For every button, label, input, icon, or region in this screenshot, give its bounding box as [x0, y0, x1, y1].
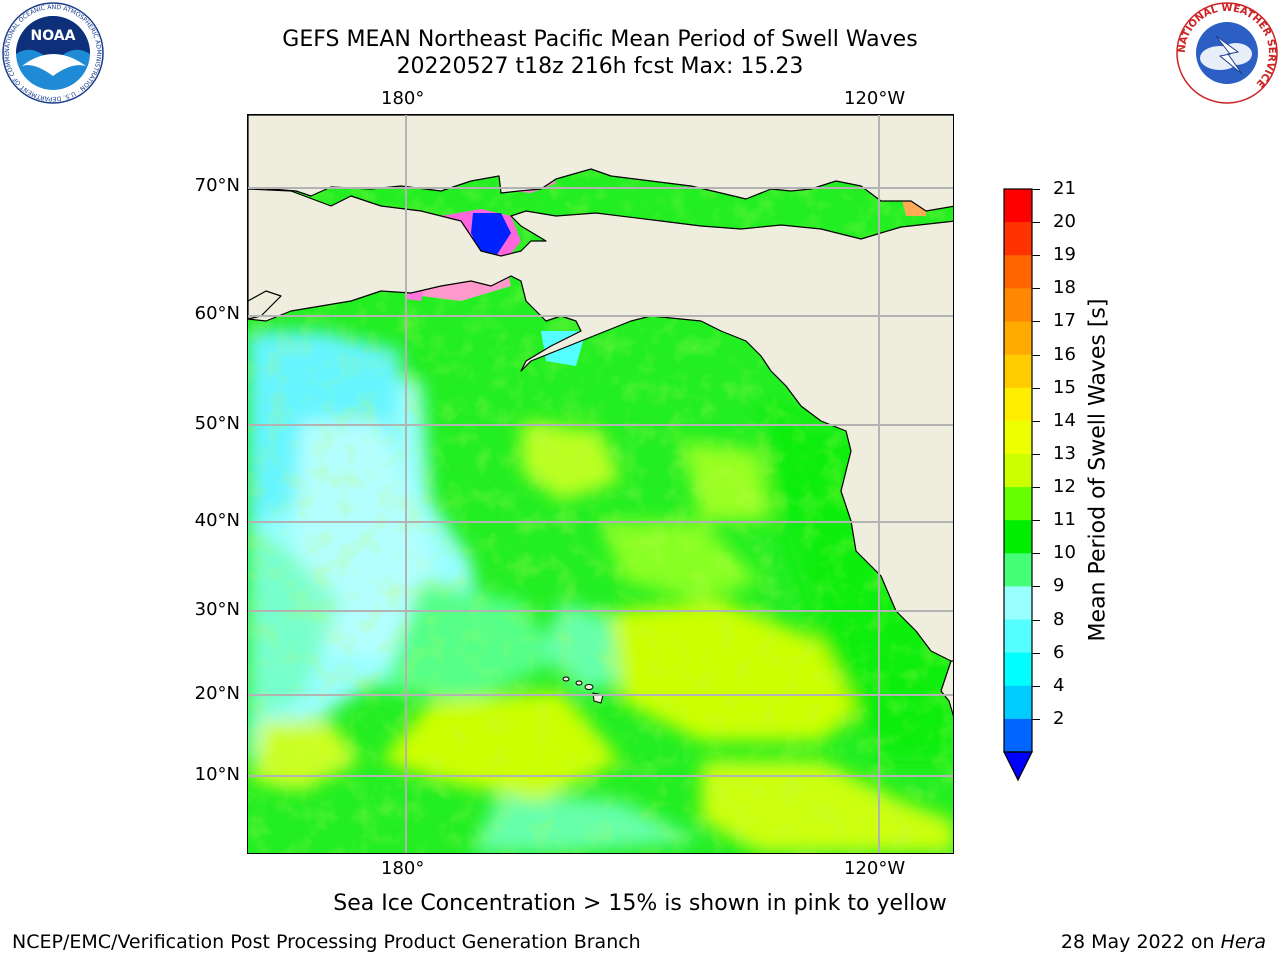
colorbar-tick-mark	[1032, 453, 1040, 455]
colorbar-outline	[1003, 188, 1033, 753]
lat-label-60n: 60°N	[194, 303, 240, 324]
colorbar-segment	[1004, 652, 1032, 687]
colorbar-segment	[1004, 619, 1032, 654]
colorbar-title: Mean Period of Swell Waves [s]	[1085, 298, 1111, 642]
lat-label-10n: 10°N	[194, 764, 240, 785]
colorbar-extend-triangle	[1003, 751, 1033, 782]
colorbar-tick-label: 16	[1053, 343, 1076, 365]
colorbar-tick-label: 19	[1053, 244, 1076, 266]
colorbar-tick-label: 9	[1053, 575, 1065, 597]
colorbar-tick-mark	[1032, 321, 1040, 323]
colorbar-tick-mark	[1032, 222, 1040, 224]
colorbar-tick-mark	[1032, 354, 1040, 356]
colorbar-segment	[1004, 586, 1032, 621]
map-svg	[248, 115, 953, 853]
bottom-lon-label-120w: 120°W	[844, 858, 906, 879]
colorbar-tick-label: 4	[1053, 674, 1065, 696]
colorbar-segment	[1004, 288, 1032, 322]
lat-label-70n: 70°N	[194, 175, 240, 196]
colorbar-segment	[1004, 520, 1032, 554]
colorbar-segment	[1004, 453, 1032, 488]
colorbar-tick-label: 14	[1053, 409, 1076, 431]
footer-machine: Hera	[1220, 931, 1266, 953]
colorbar-segment	[1004, 420, 1032, 455]
colorbar-segment	[1004, 189, 1032, 223]
colorbar-segment	[1004, 487, 1032, 521]
chart-title: GEFS MEAN Northeast Pacific Mean Period …	[282, 27, 918, 52]
colorbar-segment	[1004, 718, 1032, 753]
noaa-logo: NATIONAL OCEANIC AND ATMOSPHERIC ADMINIS…	[2, 2, 104, 104]
colorbar-tick-label: 10	[1053, 542, 1076, 564]
top-lon-label-120w: 120°W	[844, 88, 906, 109]
colorbar-segments	[1004, 189, 1032, 753]
graticule	[248, 115, 953, 853]
colorbar-tick-mark	[1032, 652, 1040, 654]
footer-date-text: 28 May 2022 on	[1060, 931, 1221, 953]
sea-ice-note: Sea Ice Concentration > 15% is shown in …	[333, 891, 947, 916]
colorbar-tick-mark	[1032, 487, 1040, 489]
colorbar-tick-label: 21	[1053, 178, 1076, 199]
colorbar-segment	[1004, 354, 1032, 389]
colorbar-tick-label: 11	[1053, 509, 1076, 531]
colorbar-tick-label: 6	[1053, 641, 1065, 663]
map-panel	[247, 114, 954, 854]
colorbar-tick-mark	[1032, 288, 1040, 290]
bottom-lon-label-180: 180°	[381, 858, 425, 879]
footer-date: 28 May 2022 on Hera	[1061, 931, 1266, 953]
colorbar-tick-label: 13	[1053, 442, 1076, 464]
colorbar-tick-label: 20	[1053, 211, 1076, 233]
colorbar-segment	[1004, 387, 1032, 422]
top-lon-label-180: 180°	[381, 88, 425, 109]
colorbar-segment	[1004, 255, 1032, 289]
nws-logo: NATIONAL WEATHER SERVICE	[1176, 2, 1278, 104]
colorbar-tick-mark	[1032, 420, 1040, 422]
colorbar-segment	[1004, 321, 1032, 356]
colorbar-tick-mark	[1032, 520, 1040, 522]
chart-subtitle: 20220527 t18z 216h fcst Max: 15.23	[396, 54, 804, 79]
colorbar-tick-mark	[1032, 619, 1040, 621]
colorbar-tick-label: 15	[1053, 376, 1076, 398]
colorbar	[1003, 188, 1033, 782]
colorbar-tick-label: 2	[1053, 707, 1065, 729]
lat-label-40n: 40°N	[194, 510, 240, 531]
lat-label-20n: 20°N	[194, 683, 240, 704]
colorbar-tick-label: 8	[1053, 608, 1065, 630]
colorbar-segment	[1004, 222, 1032, 256]
colorbar-tick-mark	[1032, 586, 1040, 588]
colorbar-tick-mark	[1032, 553, 1040, 555]
colorbar-tick-mark	[1032, 387, 1040, 389]
colorbar-tick-mark	[1032, 685, 1040, 687]
lat-label-30n: 30°N	[194, 599, 240, 620]
colorbar-tick-mark	[1032, 718, 1040, 720]
colorbar-tick-mark	[1032, 255, 1040, 257]
lat-label-50n: 50°N	[194, 413, 240, 434]
colorbar-tick-label: 12	[1053, 476, 1076, 498]
colorbar-tick-label: 17	[1053, 310, 1076, 332]
noaa-text: NOAA	[31, 28, 76, 44]
colorbar-tick-label: 18	[1053, 277, 1076, 299]
footer-branch: NCEP/EMC/Verification Post Processing Pr…	[12, 931, 641, 953]
colorbar-segment	[1004, 685, 1032, 720]
colorbar-segment	[1004, 553, 1032, 587]
colorbar-tick-mark	[1032, 189, 1040, 190]
